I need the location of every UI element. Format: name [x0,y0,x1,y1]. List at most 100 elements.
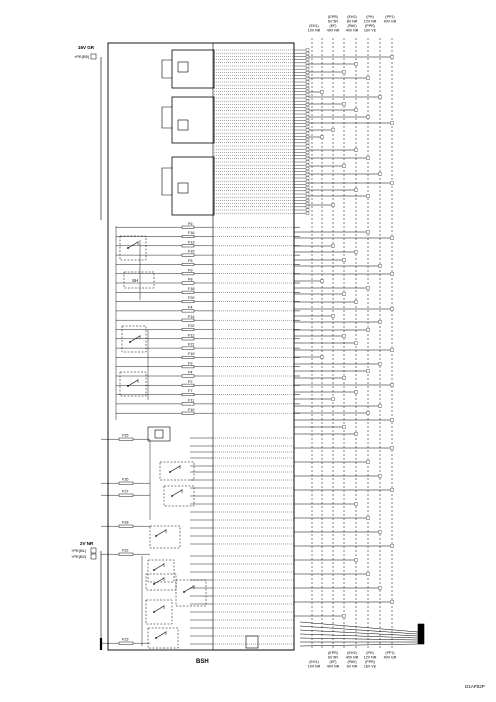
switch-pivot-0 [127,247,129,249]
left-fuse-body-5 [118,641,134,645]
fuse-block-outline [212,42,295,651]
mid-term-0 [366,230,370,234]
left-fuse-body-4 [118,552,134,556]
top-terminal-47 [305,199,310,202]
top-terminal-45 [305,192,310,196]
switch-contact-0 [127,241,139,249]
top-long-term-4 [320,90,324,94]
fuse-label-15: F3 [188,361,192,365]
top-connector-code-5: (EF) [330,24,337,28]
switch-pivot-5 [155,535,157,537]
mid-term-35 [366,516,370,520]
bottom-connector-label-2: 12V NR [364,655,377,659]
switch-contact-4 [171,489,183,497]
top-terminal-12 [305,87,310,90]
switch-contact-5 [155,529,167,537]
top-connector-label-2: 12V NR [364,19,377,23]
mid-term-21 [342,376,346,380]
left-fuse-label-3: F28 [122,521,129,525]
bottom-connector-code-0: (EPR) [328,651,338,655]
left-fuse-label-2: F27 [122,490,129,494]
mid-term-3 [354,250,358,254]
fuse-body-14 [181,355,195,359]
mid-term-5 [378,264,382,268]
top-terminal-9 [305,77,310,81]
mid-term-27 [390,418,394,422]
fuse-body-3 [181,253,195,257]
top-terminal-24 [305,125,310,129]
fuse-label-10: F14 [188,315,195,319]
mid-term-7 [320,279,324,283]
fuse-label-13: F21 [188,343,195,347]
top-terminal-15 [305,96,310,100]
bsh-box-outline [107,42,295,651]
switch-contact-2 [127,379,139,387]
top-terminal-30 [305,144,310,148]
input-2v-pin2: +PE(B2) [71,554,87,559]
input-2v-terminal-1 [90,547,97,554]
switch-pivot-4 [171,495,173,497]
switch-contact-10 [155,631,167,639]
top-terminal-42 [305,183,310,186]
harness-fan [299,621,419,647]
mid-term-4 [342,258,346,262]
switch-contact-9 [153,605,165,613]
bottom-connector-code-7: (PPR) [365,660,375,664]
input-16v-terminal [90,53,97,60]
mid-term-32 [378,474,382,478]
top-connector-code-6: (PAV) [347,24,356,28]
top-connector-code-4: (EH1) [309,24,318,28]
top-terminal-40 [305,176,310,180]
top-connector-label-3: 40V GR [384,19,397,23]
switch-pivot-10 [155,637,157,639]
top-terminal-6 [305,67,310,71]
switch-pivot-6 [153,569,155,571]
left-fuse-body-1 [118,481,134,485]
bottom-connector-code-3: (PP1) [385,651,394,655]
top-terminal-3 [305,58,310,61]
switch-pivot-7 [153,583,155,585]
fuse-body-12 [181,337,195,341]
top-terminal-22 [305,119,310,122]
top-terminal-14 [305,93,310,97]
switch-contact-8 [183,585,195,593]
top-terminal-38 [305,170,310,173]
input-16v-label: 16V GR [78,45,95,50]
top-terminal-49 [305,205,310,209]
mid-term-14 [366,328,370,332]
static-layer [99,38,425,651]
mid-term-19 [378,362,382,366]
fuse-label-2: F13 [188,240,195,244]
fuse-label-18: F7 [188,389,192,393]
top-long-term-3 [366,76,370,80]
fuse-body-16 [181,374,195,378]
top-terminal-48 [305,202,310,205]
fuse-body-10 [181,318,195,322]
top-terminal-5 [305,64,310,68]
bottom-connector-code-6: (PAV) [347,660,356,664]
shunt-label: SH [132,278,138,283]
left-fuse-label-5: F23 [122,638,129,642]
mid-term-34 [354,502,358,506]
mid-term-41 [390,600,394,604]
input-16v-pin: +PE(B5) [74,54,90,59]
fuse-label-1: F16 [188,231,195,235]
fuse-body-19 [181,402,195,406]
mid-term-25 [378,404,382,408]
top-terminal-46 [305,195,310,199]
top-terminal-29 [305,141,310,145]
fuse-label-19: F11 [188,399,194,403]
switch-contact-1 [129,335,141,343]
top-long-term-5 [378,95,382,99]
top-long-term-9 [390,121,394,125]
mid-term-6 [390,272,394,276]
mid-term-11 [390,307,394,311]
mid-term-22 [390,383,394,387]
mid-term-12 [331,314,335,318]
bsh-label: BSH [196,659,209,665]
top-long-term-12 [354,148,358,152]
top-terminal-50 [305,208,310,212]
top-long-term-8 [366,115,370,119]
top-terminal-31 [305,147,310,151]
mid-term-42 [342,614,346,618]
